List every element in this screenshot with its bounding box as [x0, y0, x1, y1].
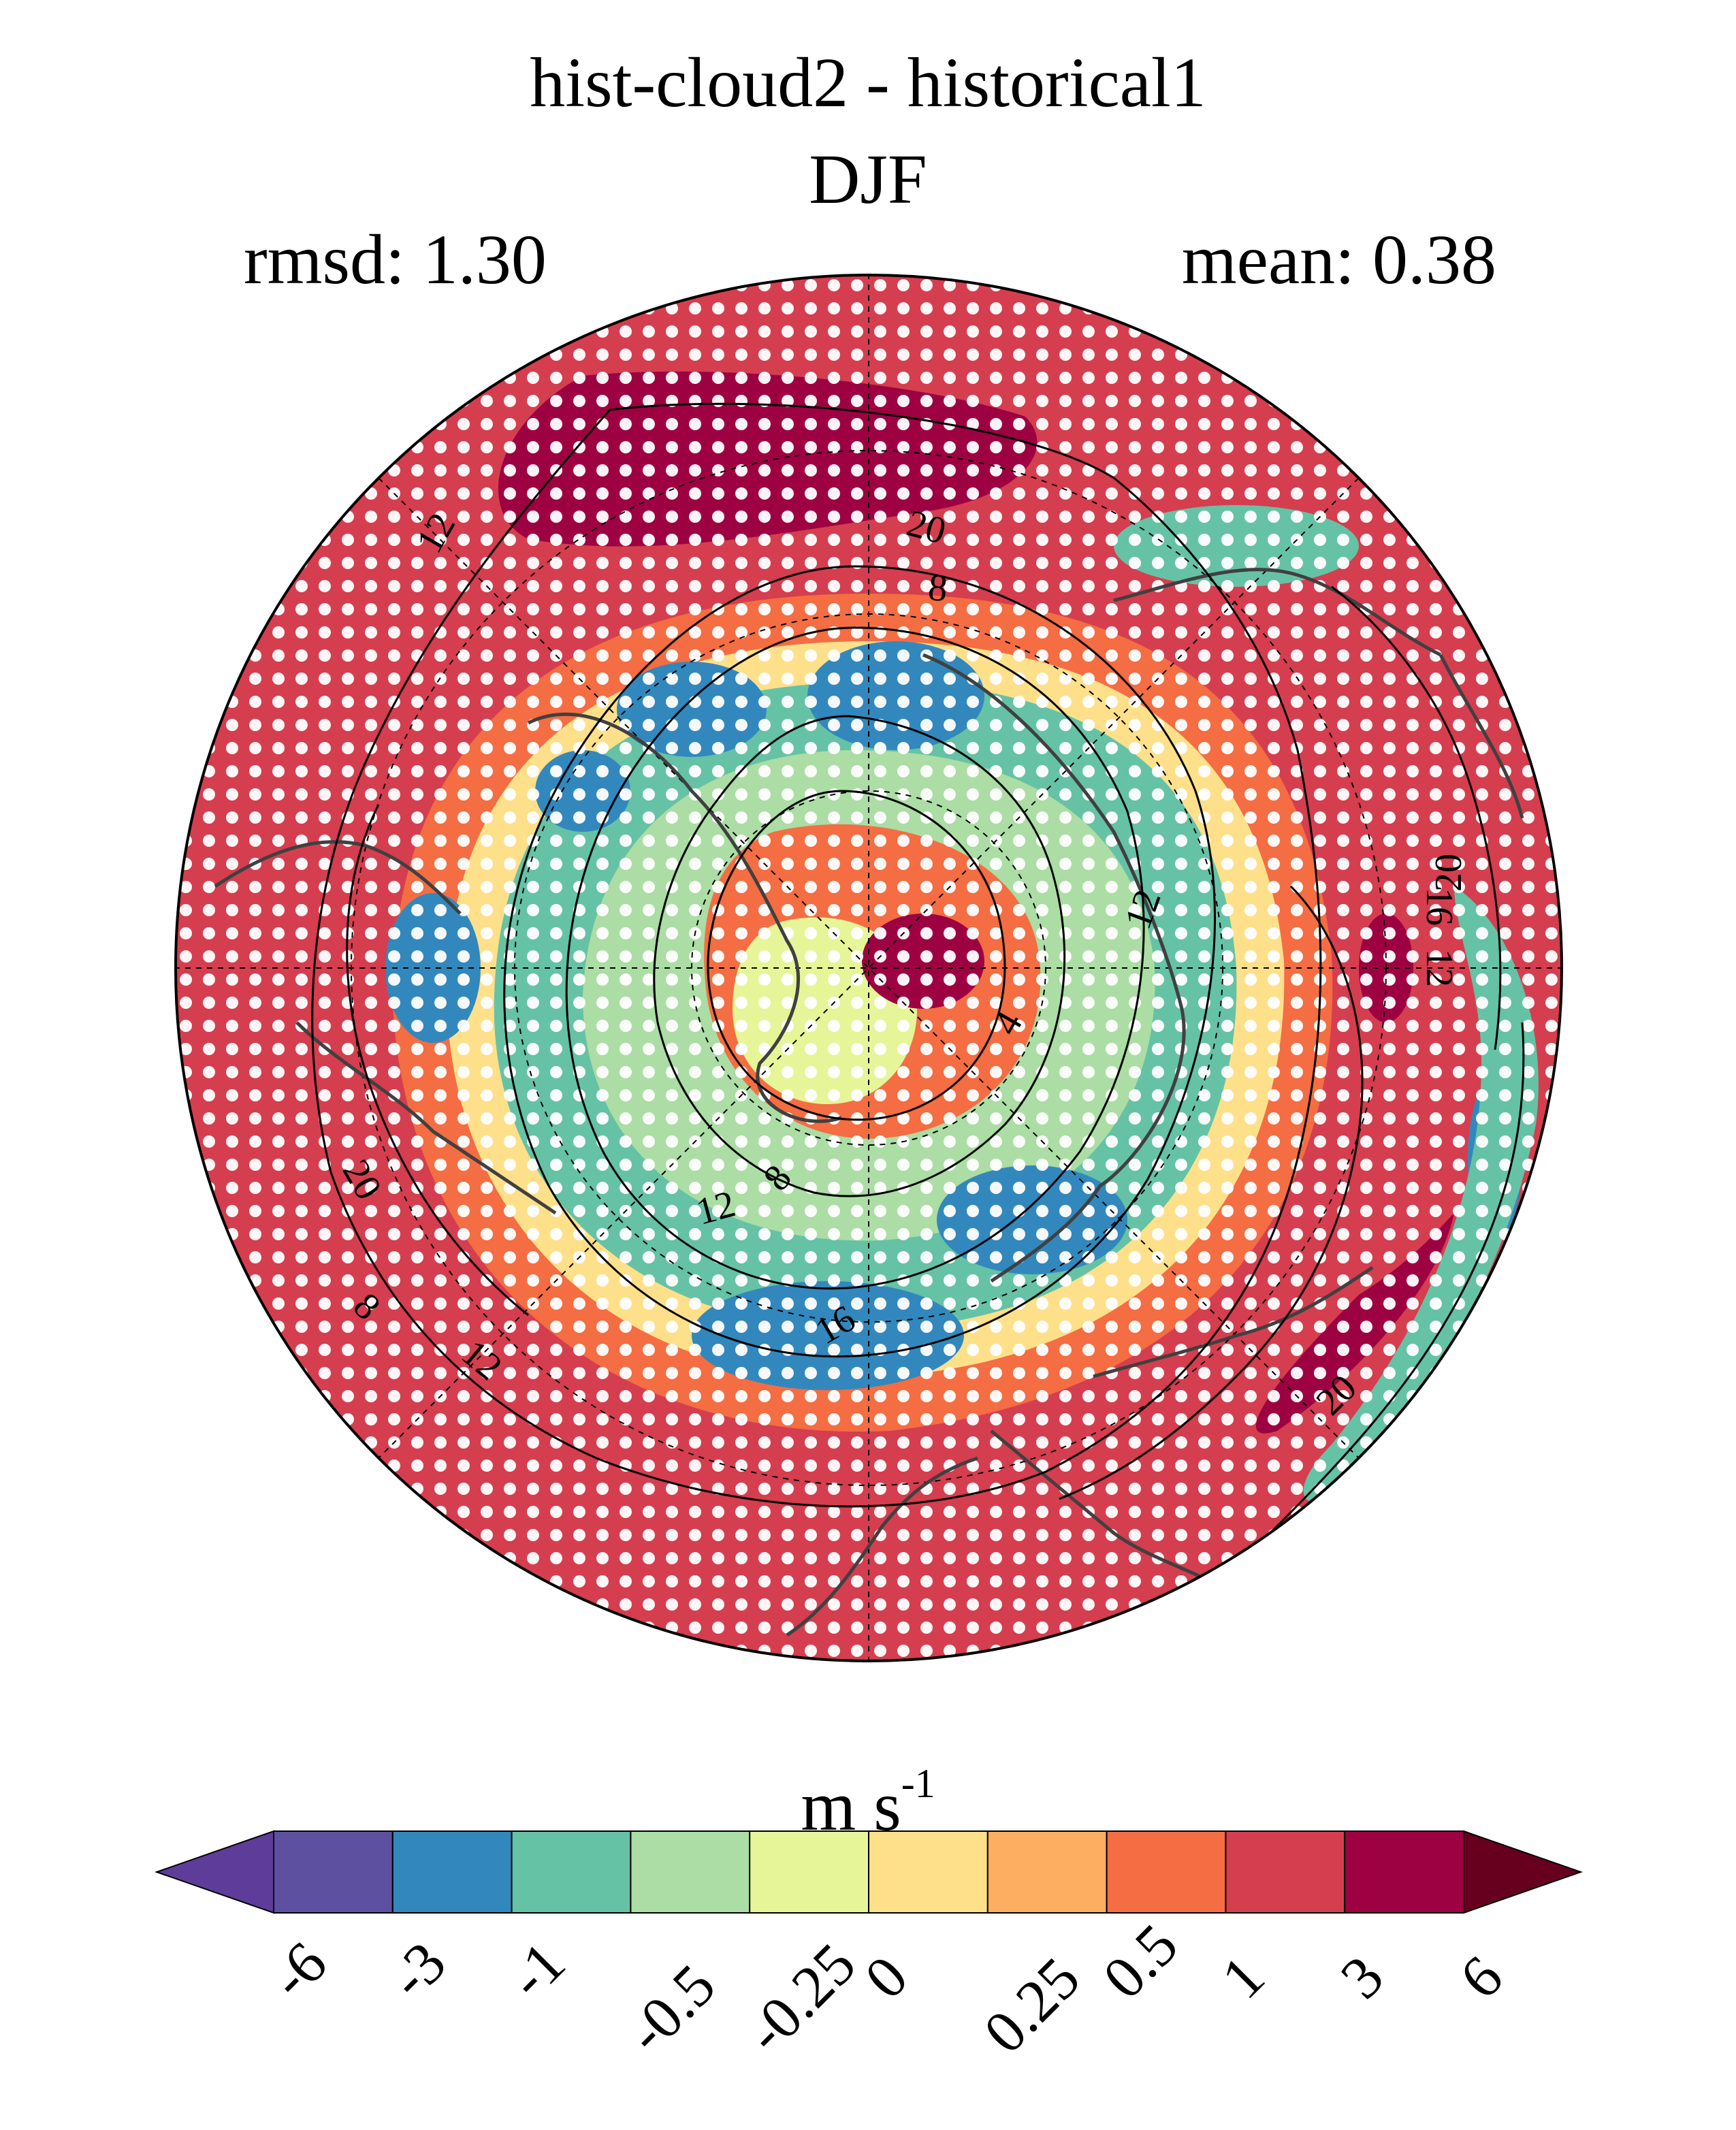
colorbar-tick-label: -0.25: [733, 1931, 869, 2067]
contours: [311, 402, 1525, 1555]
colorbar-tick-label: -0.5: [614, 1952, 728, 2067]
colorbar-tick-label: 1: [1209, 1943, 1278, 2012]
colorbar-swatch: [1225, 1830, 1346, 1914]
colorbar-swatch: [511, 1830, 632, 1914]
colorbar-swatch: [986, 1830, 1108, 1914]
rmsd-stat: rmsd: 1.30: [244, 221, 547, 299]
contour-label: 8: [927, 566, 949, 610]
field-blue-patch: [1413, 451, 1495, 505]
units-main: m s: [801, 1767, 901, 1845]
colorbar-extend-high: [1463, 1830, 1584, 1914]
colorbar-tick-label: -6: [257, 1929, 340, 2012]
polar-map: 12 20 8 20 12 4 16 12 20 20 8 12 16 12 8: [174, 274, 1563, 1662]
coastlines: [214, 568, 1524, 1637]
colorbar-tick-label: 3: [1328, 1943, 1397, 2012]
colorbar-swatch: [630, 1830, 751, 1914]
colorbar: [154, 1830, 1584, 1914]
map-boundary: [174, 274, 1563, 1662]
mean-stat: mean: 0.38: [1181, 221, 1496, 299]
colorbar-tick-label: -3: [376, 1929, 459, 2012]
units-exponent: -1: [901, 1761, 935, 1806]
colorbar-extend-low: [154, 1830, 274, 1914]
title-line-1: hist-cloud2 - historical1: [530, 44, 1206, 122]
contour-label: 16: [1418, 888, 1460, 926]
contour-label: 20: [1428, 854, 1470, 892]
title-line-2: DJF: [809, 140, 927, 219]
colorbar-swatch: [749, 1830, 869, 1914]
gridlines: [176, 275, 1562, 1661]
colorbar-tick-label: 0.25: [971, 1945, 1093, 2067]
colorbar-swatch: [273, 1830, 393, 1914]
colorbar-tick-label: 6: [1447, 1943, 1516, 2012]
colorbar-swatch: [1344, 1830, 1464, 1914]
contour-label: 12: [1418, 949, 1460, 987]
colorbar-tick-label: -1: [496, 1929, 578, 2012]
colorbar-swatch: [868, 1830, 988, 1914]
colorbar-units: m s-1: [0, 1763, 1736, 1842]
colorbar-swatch: [391, 1830, 513, 1914]
colorbar-swatch: [1106, 1830, 1227, 1914]
